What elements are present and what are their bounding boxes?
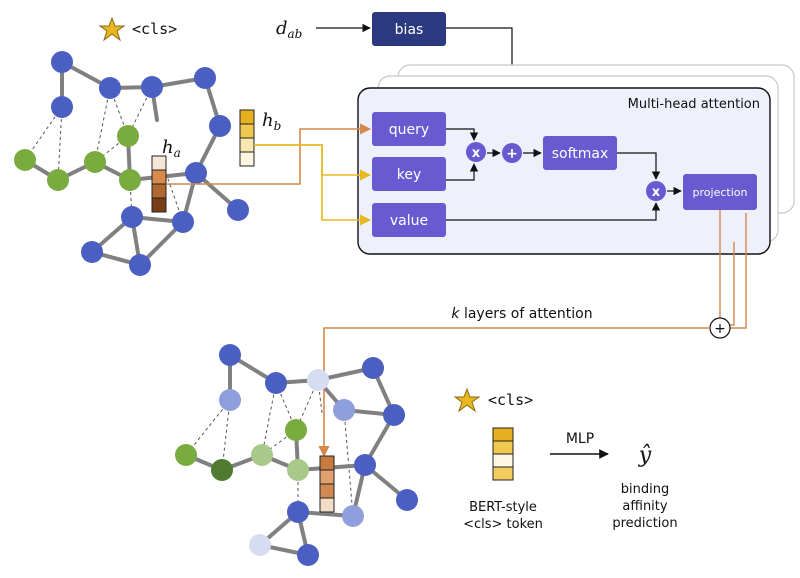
key-to-mult-arrow <box>446 163 479 181</box>
h-b-to-key-line <box>254 144 372 181</box>
h-b-vector <box>239 109 255 167</box>
key-label: key <box>397 167 422 183</box>
cls-token-bottom: <cls> <box>453 387 533 413</box>
star-icon <box>453 387 481 413</box>
svg-text:x: x <box>652 185 661 200</box>
softmax-box: softmax <box>543 136 617 170</box>
molecule-graph-bottom <box>175 344 418 566</box>
mlp-label: MLP <box>566 431 594 447</box>
h-a-to-query-line <box>166 123 372 185</box>
projection-label: projection <box>693 186 748 199</box>
k-layers-label: k layers of attention <box>451 306 592 322</box>
h-b-label: hb <box>262 110 281 133</box>
value-label: value <box>390 213 428 229</box>
multiply-op-2: x <box>646 181 666 201</box>
cls-label-top: <cls> <box>132 20 177 38</box>
y-hat-label: ŷ <box>638 443 652 468</box>
h-a-updated-vector <box>319 455 335 513</box>
bias-box: bias <box>372 12 446 46</box>
d-ab-label: dab <box>276 18 302 41</box>
prediction-line-1: binding <box>621 482 669 497</box>
graph-nodes-bottom <box>175 344 418 566</box>
molecule-graph-top <box>14 51 249 276</box>
head-output-line-3 <box>730 213 747 329</box>
svg-text:+: + <box>506 146 518 162</box>
cls-label-bottom: <cls> <box>488 391 533 409</box>
cls-token-caption: <cls> token <box>463 517 543 532</box>
head-output-line-2 <box>729 242 735 326</box>
h-a-label: ha <box>162 137 181 160</box>
cls-token-top: <cls> <box>98 16 177 42</box>
bias-label: bias <box>395 22 424 38</box>
cls-output-vector <box>492 427 514 481</box>
svg-text:x: x <box>472 146 481 161</box>
prediction-line-3: prediction <box>612 516 677 531</box>
residual-add-op: + <box>709 317 731 339</box>
query-to-mult-arrow <box>446 128 479 141</box>
attention-panel-title: Multi-head attention <box>628 97 760 112</box>
bert-style-label: BERT-style <box>469 500 537 515</box>
value-box: value <box>372 203 446 237</box>
h-b-to-value-line <box>254 144 372 226</box>
key-box: key <box>372 157 446 191</box>
h-a-vector <box>151 155 167 213</box>
prediction-line-2: affinity <box>622 499 667 514</box>
query-label: query <box>389 122 429 138</box>
softmax-to-mult-arrow <box>617 152 661 180</box>
svg-text:+: + <box>714 321 726 337</box>
add-op-bias: + <box>502 143 522 163</box>
k-layers-line <box>318 327 710 458</box>
value-to-mult-arrow <box>446 202 661 221</box>
graph-nodes-top <box>14 51 249 276</box>
multiply-op-1: x <box>466 142 486 162</box>
softmax-label: softmax <box>552 146 609 162</box>
query-box: query <box>372 112 446 146</box>
projection-box: projection <box>683 174 757 210</box>
star-icon <box>98 16 126 42</box>
